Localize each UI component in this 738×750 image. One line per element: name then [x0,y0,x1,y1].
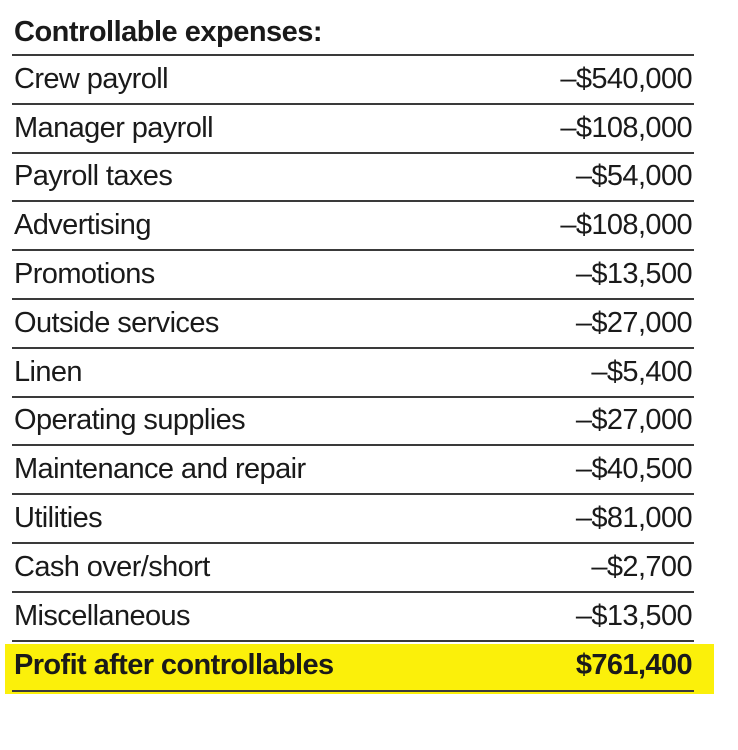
total-label: Profit after controllables [14,649,334,682]
total-amount: $761,400 [575,649,693,682]
row-label: Utilities [14,502,103,535]
row-amount: –$13,500 [575,599,693,632]
row-label: Operating supplies [14,404,246,437]
row-label: Miscellaneous [14,599,191,632]
row-amount: –$27,000 [575,404,693,437]
row-label: Outside services [14,306,219,339]
row-label: Maintenance and repair [14,453,306,486]
table-row: Advertising –$108,000 [12,202,694,252]
table-row: Miscellaneous –$13,500 [12,593,694,642]
row-amount: –$13,500 [575,258,693,291]
table-row: Cash over/short –$2,700 [12,544,694,593]
table-row: Linen –$5,400 [12,349,694,398]
table-row: Payroll taxes –$54,000 [12,154,694,203]
total-highlight [5,643,714,694]
row-amount: –$540,000 [560,62,692,95]
row-amount: –$5,400 [591,355,692,388]
row-label: Promotions [14,258,155,291]
table-row: Crew payroll –$540,000 [12,56,694,105]
row-label: Advertising [14,209,151,242]
row-label: Payroll taxes [14,160,173,193]
row-amount: –$2,700 [591,550,692,583]
table-row: Promotions –$13,500 [12,251,694,300]
row-amount: –$40,500 [575,453,693,486]
table-row: Manager payroll –$108,000 [12,105,694,154]
row-amount: –$54,000 [575,160,693,193]
table-row: Operating supplies –$27,000 [12,398,694,447]
row-label: Linen [14,355,83,388]
row-label: Manager payroll [14,111,214,144]
total-row: Profit after controllables $761,400 [5,642,714,694]
row-amount: –$108,000 [560,209,692,242]
expenses-table: Controllable expenses: Crew payroll –$54… [5,10,714,694]
table-row: Maintenance and repair –$40,500 [12,446,694,496]
row-label: Cash over/short [14,550,210,583]
table-row: Utilities –$81,000 [12,495,694,544]
table-row: Outside services –$27,000 [12,300,694,349]
row-amount: –$108,000 [560,111,692,144]
row-amount: –$81,000 [575,502,693,535]
row-label: Crew payroll [14,62,169,95]
row-amount: –$27,000 [575,306,693,339]
table-heading: Controllable expenses: [12,10,694,56]
